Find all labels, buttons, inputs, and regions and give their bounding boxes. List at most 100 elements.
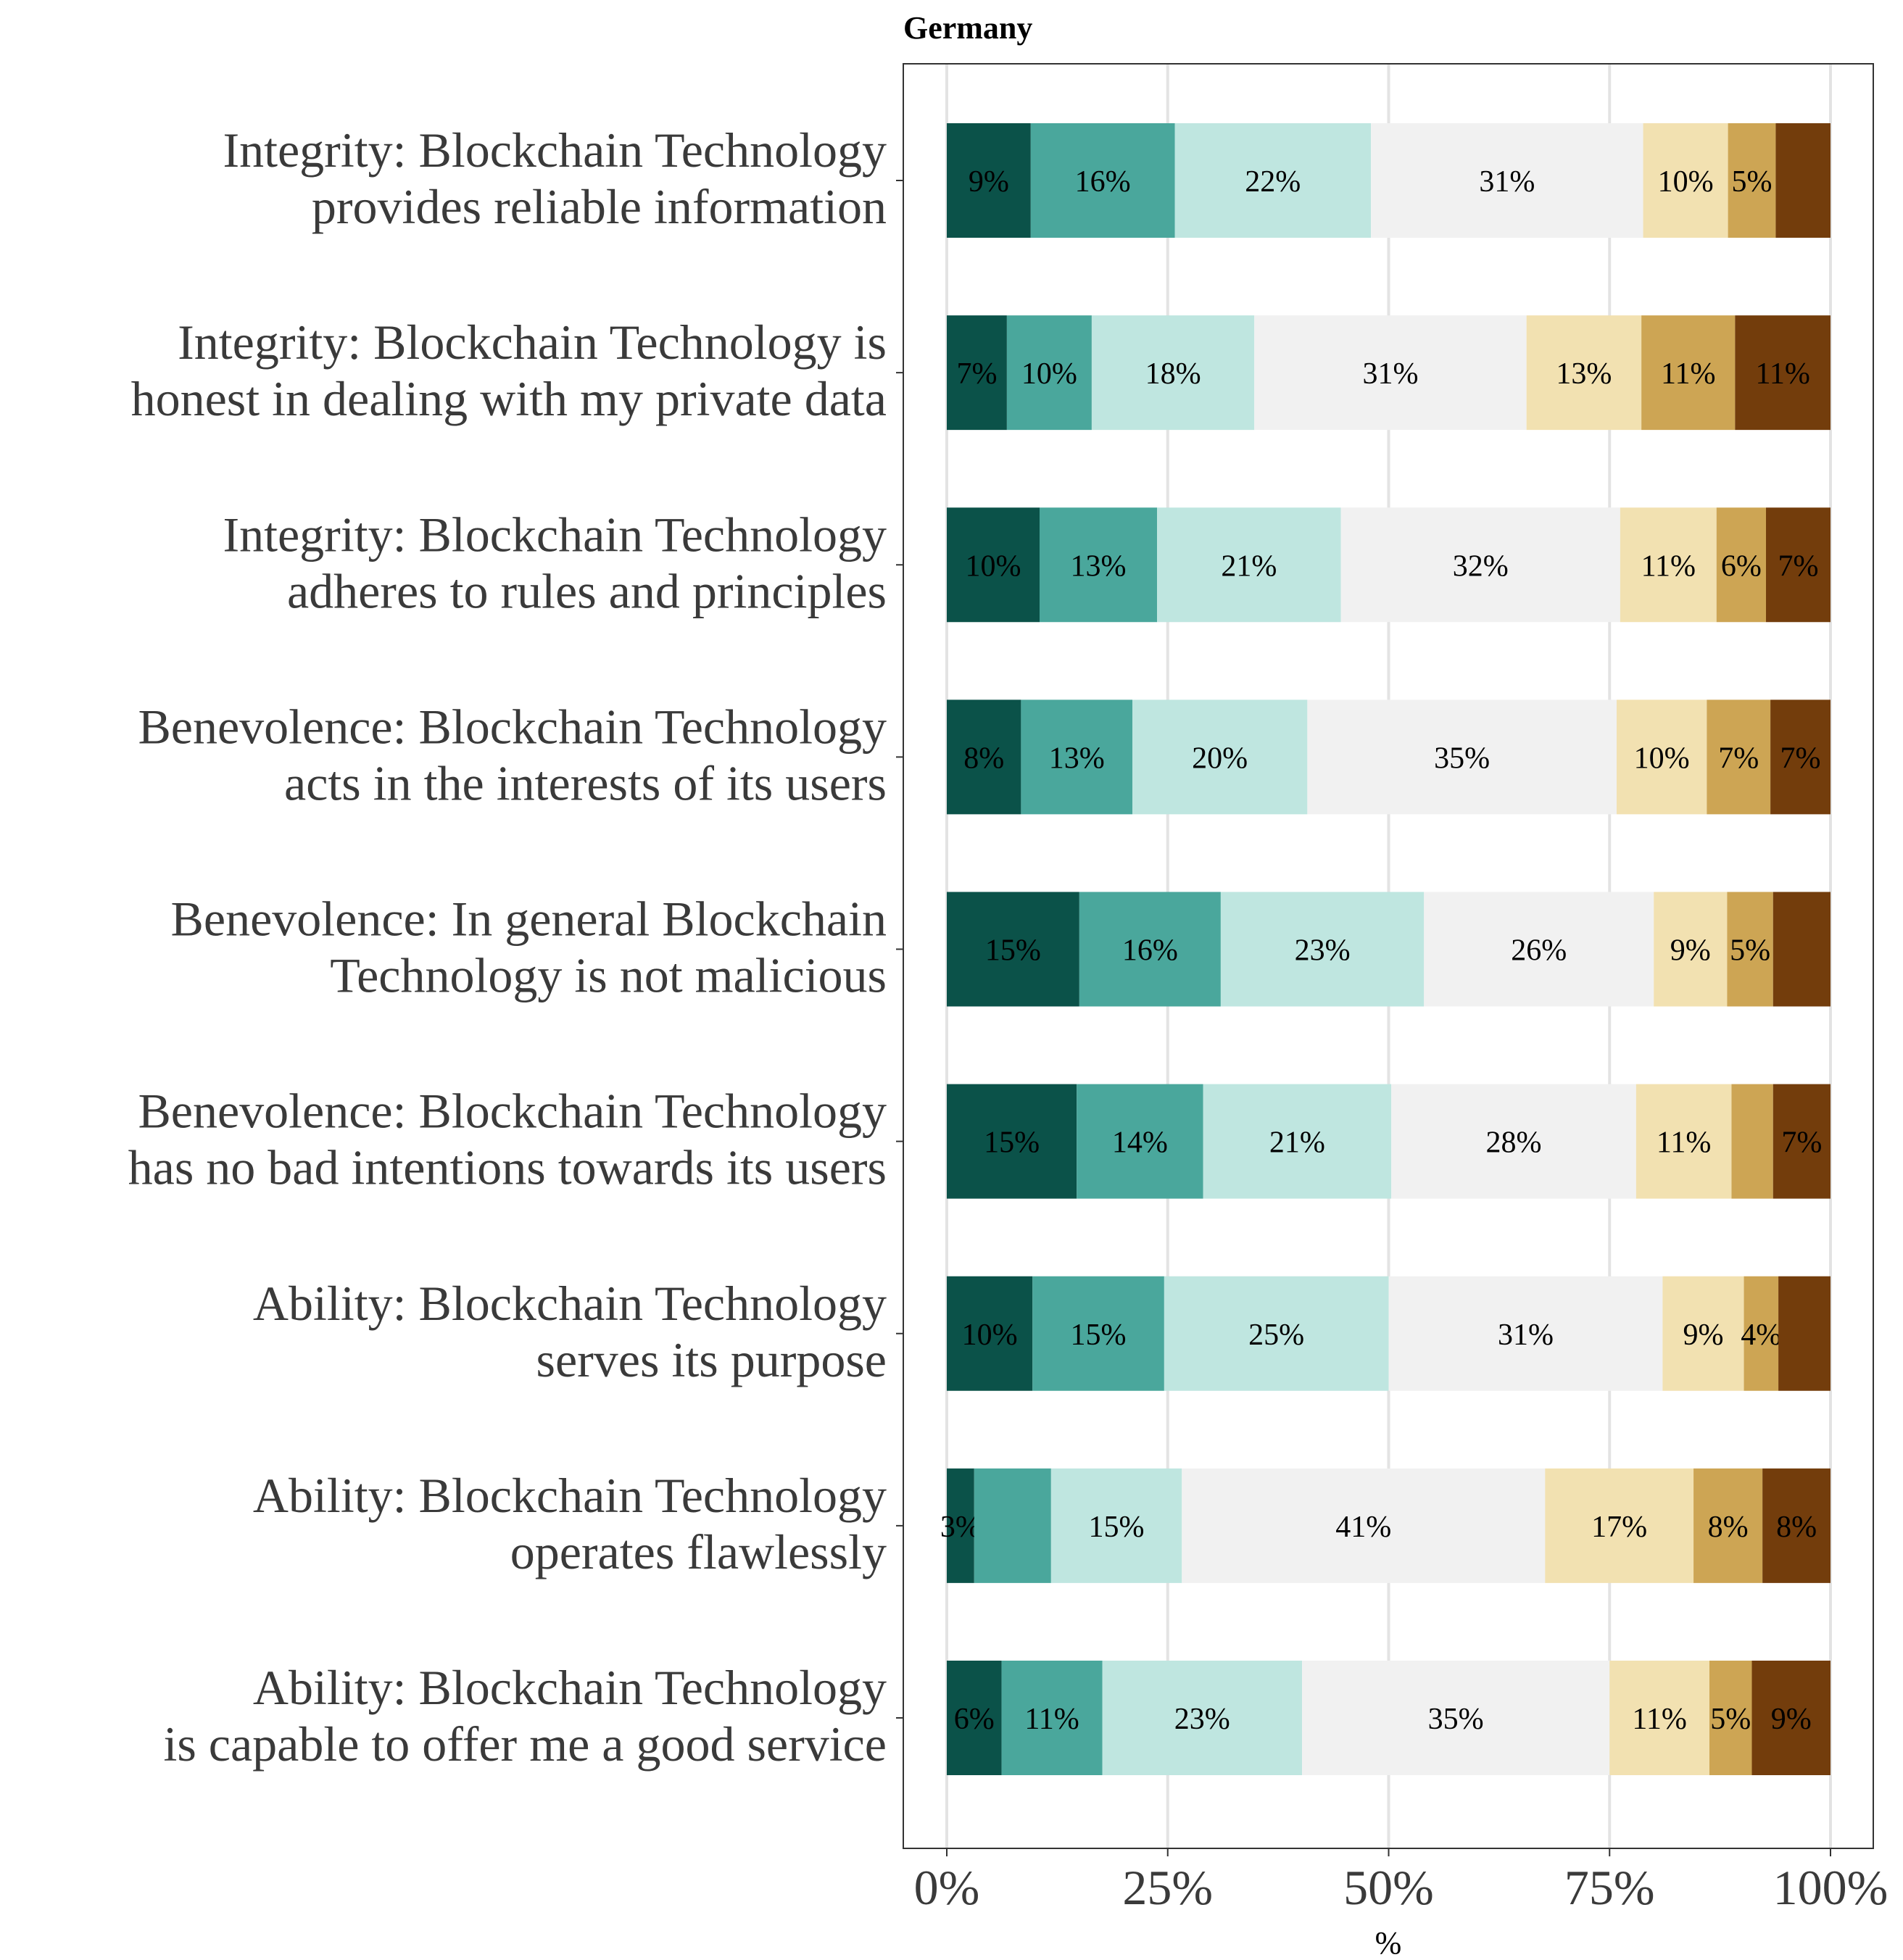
bar-segment [1032,1276,1164,1391]
bar-segment [1220,892,1425,1007]
bar-segment [947,1084,1077,1199]
data-label: 20% [1192,742,1248,775]
bar-segment [1766,507,1831,623]
bar-segment [1050,1468,1182,1583]
bar-segment [1620,507,1717,623]
bar-row: 15% 16% 23% 26% 9% 5% [947,892,1831,1007]
bar-segment [1635,1084,1732,1199]
data-label: 10% [1658,165,1714,199]
data-label: 7% [1781,1126,1822,1160]
x-axis-title: % [1375,1925,1402,1960]
data-label: 9% [1771,1703,1812,1736]
category-label: Integrity: Blockchain Technology adheres … [223,507,887,618]
bar-row: 10% 15% 25% 31% 9% 4% [947,1276,1831,1391]
data-label: 28% [1485,1126,1541,1160]
category-labels: Integrity: Blockchain Technology provides… [128,122,903,1772]
bar-segment [1174,123,1372,238]
category-label: Benevolence: Blockchain Technology acts i… [138,699,887,810]
data-label: 11% [1632,1703,1686,1736]
x-tick-label: 100% [1773,1860,1889,1915]
bar-segment [1132,699,1308,815]
data-label: 3% [940,1511,981,1544]
bar-segment [947,315,1007,431]
data-label: 23% [1174,1703,1230,1736]
bar-row: 7% 10% 18% 31% 13% 11% 11% [947,315,1831,431]
bar-row: 6% 11% 23% 35% 11% 5% 9% [947,1661,1831,1775]
category-label: Ability: Blockchain Technology serves its… [253,1276,887,1387]
data-label: 26% [1511,934,1567,968]
bar-segment [1157,507,1341,623]
data-label: 21% [1221,549,1277,583]
data-label: 15% [985,934,1041,968]
bar-segment [1077,1084,1203,1199]
bar-segment [1391,1084,1636,1199]
bar-segment [1371,123,1643,238]
bar-segment [947,1276,1033,1391]
data-label: 31% [1479,165,1535,199]
bar-segment [1079,892,1221,1007]
data-label: 9% [1683,1319,1723,1352]
data-label: 4% [1741,1319,1781,1352]
bar-row: 15% 14% 21% 28% 11% 7% [947,1084,1831,1199]
bar-segment [1716,507,1767,623]
data-label: 9% [1670,934,1711,968]
data-label: 15% [1089,1511,1145,1544]
data-label: 7% [1780,742,1821,775]
data-label: 32% [1453,549,1509,583]
category-label: Integrity: Blockchain Technology is hones… [131,315,887,426]
bar-segment [1164,1276,1389,1391]
data-label: 22% [1245,165,1301,199]
bar-segment [1254,315,1527,431]
bar-segment [1751,1661,1831,1775]
bar-segment [947,892,1079,1007]
bar-segment [1102,1661,1303,1775]
bar-segment [1091,315,1255,431]
bar-row: 10% 13% 21% 32% 11% 6% 7% [947,507,1831,623]
bar-segment [947,1661,1002,1775]
data-label: 5% [1732,165,1773,199]
data-label: 16% [1075,165,1131,199]
data-label: 6% [954,1703,995,1736]
bar-segment [1727,892,1773,1007]
data-label: 35% [1434,742,1490,775]
data-label: 7% [1778,549,1819,583]
data-label: 41% [1335,1511,1391,1544]
bar-segment [947,507,1040,623]
bar-segment [1775,123,1831,238]
data-label: 11% [1024,1703,1079,1736]
bar-segment [1707,699,1771,815]
bar-row: 3% 15% 41% 17% 8% 8% [940,1468,1831,1583]
data-label: 15% [984,1126,1040,1160]
bar-segment [1693,1468,1763,1583]
data-label: 11% [1657,1126,1711,1160]
data-label: 17% [1591,1511,1647,1544]
data-label: 7% [1718,742,1759,775]
category-label: Benevolence: Blockchain Technology has no… [128,1084,887,1195]
bar-segment [974,1468,1051,1583]
bar-segment [1006,315,1092,431]
data-label: 21% [1269,1126,1325,1160]
data-label: 15% [1071,1319,1127,1352]
x-tick-label: 50% [1343,1860,1434,1915]
bar-segment [1545,1468,1694,1583]
data-label: 8% [1776,1511,1817,1544]
category-label: Benevolence: In general Blockchain Techno… [171,892,887,1003]
data-label: 16% [1122,934,1178,968]
bar-segment [947,699,1021,815]
data-label: 10% [965,549,1021,583]
bar-segment [1302,1661,1610,1775]
data-label: 13% [1071,549,1127,583]
bar-segment [1735,315,1831,431]
data-label: 11% [1755,357,1809,391]
bar-segment [1021,699,1132,815]
data-label: 10% [1021,357,1077,391]
data-label: 25% [1248,1319,1304,1352]
data-label: 5% [1730,934,1770,968]
data-label: 10% [962,1319,1018,1352]
data-label: 13% [1049,742,1105,775]
bars: 9% 16% 22% 31% 10% 5%7% 10% 18% 31% 13% 11% 11%10% 1… [940,123,1831,1775]
x-tick-label: 0% [914,1860,980,1915]
bar-segment [1340,507,1620,623]
data-label: 9% [969,165,1009,199]
